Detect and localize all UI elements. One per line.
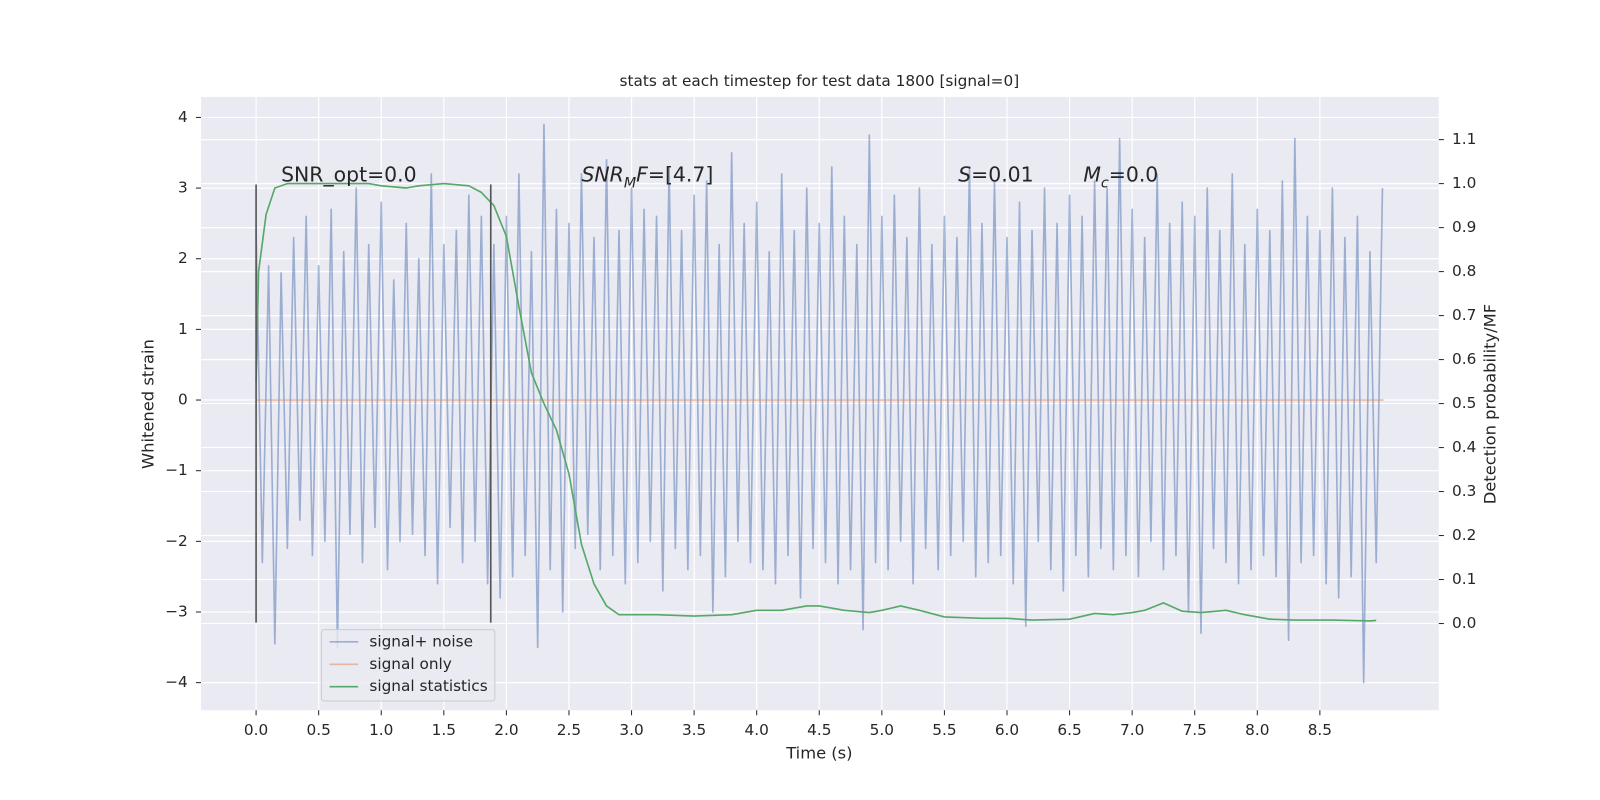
x-tick-label: 4.5 xyxy=(807,721,831,739)
y2-tick-label: 0.6 xyxy=(1452,350,1476,368)
series-line xyxy=(255,182,1377,622)
x-axis-label: Time (s) xyxy=(785,744,852,763)
annotation-part: SNR_opt=0.0 xyxy=(281,162,417,187)
x-tick-label: 1.5 xyxy=(432,721,456,739)
annotation: S=0.01 xyxy=(958,162,1033,186)
x-tick-label: 1.0 xyxy=(369,721,393,739)
y-tick-label: 0 xyxy=(178,391,188,409)
y-tick-label: 3 xyxy=(178,179,188,197)
y2-tick-label: 0.3 xyxy=(1452,482,1476,500)
y2-tick-label: 1.0 xyxy=(1452,174,1476,192)
y2-tick-label: 0.1 xyxy=(1452,570,1476,588)
y-tick-label: 2 xyxy=(178,249,188,267)
x-tick-label: 3.5 xyxy=(682,721,706,739)
x-tick-label: 2.0 xyxy=(494,721,518,739)
annotation-part: =0.0 xyxy=(1109,162,1159,186)
x-tick-label: 8.5 xyxy=(1308,721,1332,739)
y2-tick-label: 1.1 xyxy=(1452,130,1476,148)
annotation-part: M xyxy=(1083,162,1101,186)
y-tick-label: −2 xyxy=(165,532,188,550)
legend-box xyxy=(320,629,496,702)
x-tick-label: 4.0 xyxy=(745,721,769,739)
chart-title: stats at each timestep for test data 180… xyxy=(620,72,1020,90)
x-tick-label: 8.0 xyxy=(1245,721,1269,739)
annotation-part: =[4.7] xyxy=(648,162,713,186)
legend-label: signal statistics xyxy=(369,677,487,695)
annotation-part: S xyxy=(958,162,971,186)
y-tick-label: 4 xyxy=(178,108,188,126)
x-tick-label: 5.0 xyxy=(870,721,894,739)
annotation: Mc=0.0 xyxy=(1083,162,1158,191)
annotation-part: F xyxy=(636,162,648,186)
x-tick-label: 0.0 xyxy=(244,721,268,739)
annotation-part: =0.01 xyxy=(971,162,1034,186)
x-tick-label: 6.0 xyxy=(995,721,1019,739)
y-tick-label: 1 xyxy=(178,320,188,338)
y2-tick-label: 0.5 xyxy=(1452,394,1476,412)
legend: signal+ noise signal only signal statistic… xyxy=(320,629,496,702)
x-tick-label: 0.5 xyxy=(306,721,330,739)
annotation: SNR_opt=0.0 xyxy=(281,162,417,187)
legend-label: signal+ noise xyxy=(369,632,473,650)
y2-tick-label: 0.8 xyxy=(1452,262,1476,280)
annotation: SNRMF=[4.7] xyxy=(581,162,713,191)
y2-axis-label: Detection probability/MF xyxy=(1480,304,1499,504)
y2-tick-label: 0.4 xyxy=(1452,438,1476,456)
x-tick-label: 5.5 xyxy=(932,721,956,739)
y-tick-label: −1 xyxy=(165,461,188,479)
marks: SNR_opt=0.0 SNRMF=[4.7] S=0.01 Mc=0.0 xyxy=(255,123,1384,684)
y2-tick-label: 0.0 xyxy=(1452,614,1476,632)
axes: 0.0 0.5 1.0 1.5 2.0 2.5 3.0 3.5 4.0 4.5 5.0 5.5 6.0 6… xyxy=(165,108,1476,739)
annotation-part: M xyxy=(624,175,636,191)
y2-tick-label: 0.7 xyxy=(1452,306,1476,324)
y-tick-label: −3 xyxy=(165,602,188,620)
x-tick-label: 7.5 xyxy=(1183,721,1207,739)
annotation-part: c xyxy=(1101,175,1109,191)
y2-tick-label: 0.9 xyxy=(1452,218,1476,236)
y-axis-label: Whitened strain xyxy=(138,339,157,469)
x-tick-label: 3.0 xyxy=(619,721,643,739)
x-tick-label: 7.0 xyxy=(1120,721,1144,739)
annotation-part: SNR xyxy=(581,162,623,186)
x-tick-label: 6.5 xyxy=(1057,721,1081,739)
legend-label: signal only xyxy=(369,655,451,673)
series-line xyxy=(255,123,1384,684)
y-tick-label: −4 xyxy=(165,673,188,691)
y2-tick-label: 0.2 xyxy=(1452,526,1476,544)
x-tick-label: 2.5 xyxy=(557,721,581,739)
